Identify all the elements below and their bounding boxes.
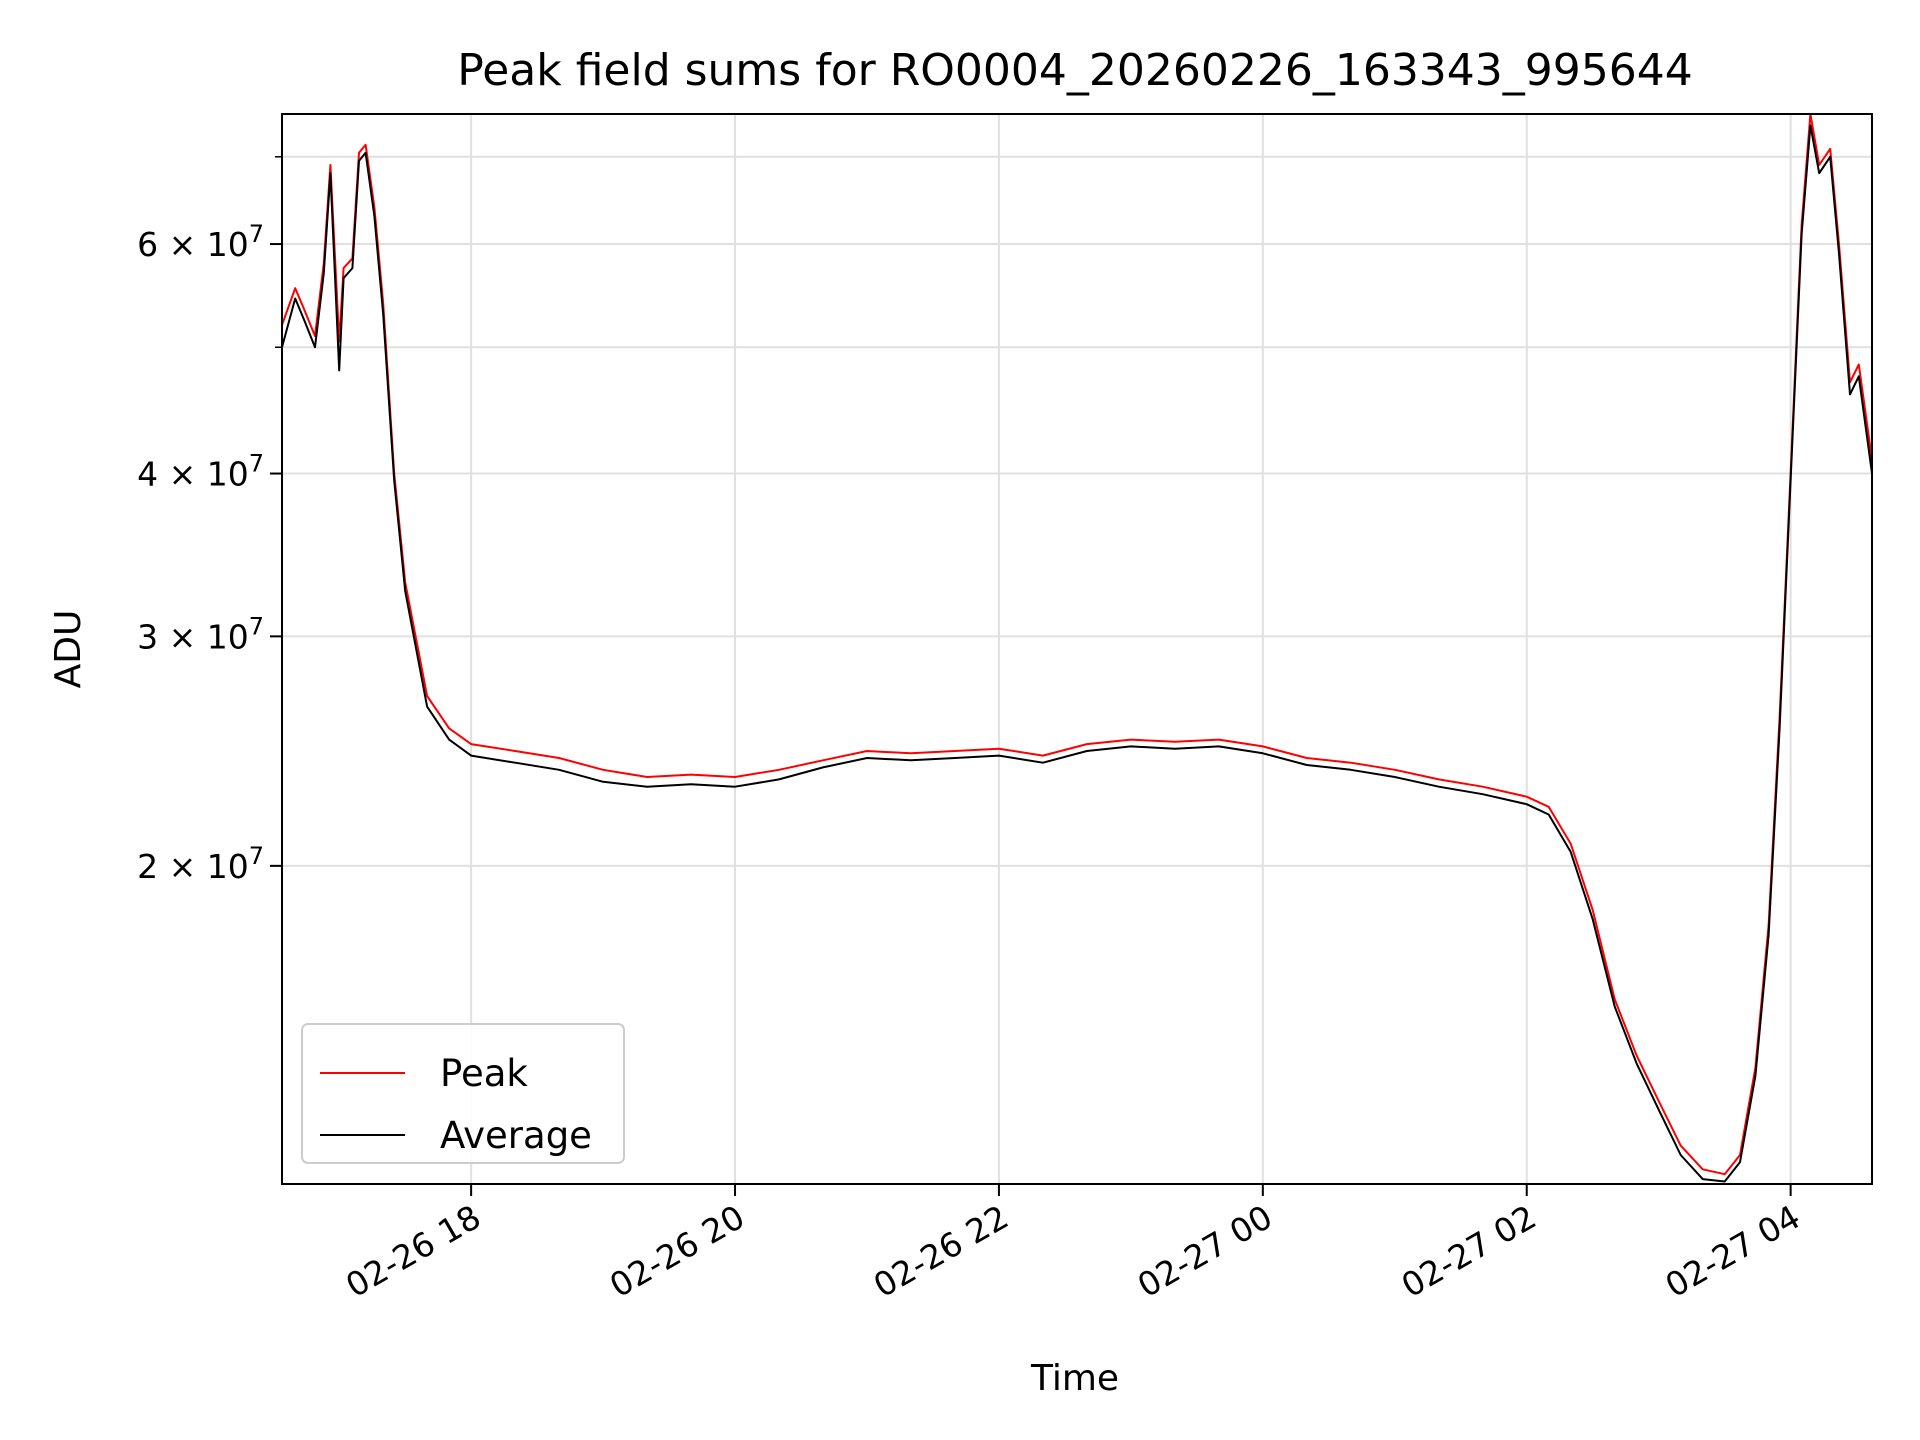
y-tick-label: 4 × 107: [137, 450, 264, 494]
legend-label-peak: Peak: [440, 1052, 528, 1095]
y-tick-label: 3 × 107: [137, 612, 264, 656]
y-tick-label: 6 × 107: [137, 220, 264, 264]
y-tick-exponent: 7: [249, 450, 264, 478]
y-tick-exponent: 7: [249, 842, 264, 870]
y-tick-base: 10: [207, 225, 249, 264]
y-axis: 2 × 107 3 × 107 4 × 107 6 × 107: [137, 156, 282, 886]
legend-box: [301, 1023, 625, 1164]
series-line-average: [281, 124, 1873, 1183]
y-tick-exponent: 7: [249, 612, 264, 640]
plot-frame: [281, 113, 1873, 1185]
y-tick-mantissa: 2: [137, 847, 158, 886]
y-tick-base: 10: [207, 455, 249, 494]
y-axis-label: ADU: [48, 610, 89, 689]
y-tick-exponent: 7: [249, 220, 264, 248]
y-tick-mantissa: 6: [137, 225, 158, 264]
y-tick-mantissa: 3: [137, 617, 158, 656]
grid: [282, 114, 1872, 1184]
y-tick-base: 10: [207, 617, 249, 656]
legend: Peak Average: [301, 1023, 625, 1164]
y-tick-label: 2 × 107: [137, 842, 264, 886]
legend-label-average: Average: [440, 1114, 592, 1157]
y-tick-mantissa: 4: [137, 455, 158, 494]
series-layer: [281, 113, 1873, 1183]
y-tick-base: 10: [207, 847, 249, 886]
chart-title: Peak field sums for RO0004_20260226_1633…: [457, 45, 1693, 96]
x-axis-label: Time: [1030, 1358, 1119, 1399]
